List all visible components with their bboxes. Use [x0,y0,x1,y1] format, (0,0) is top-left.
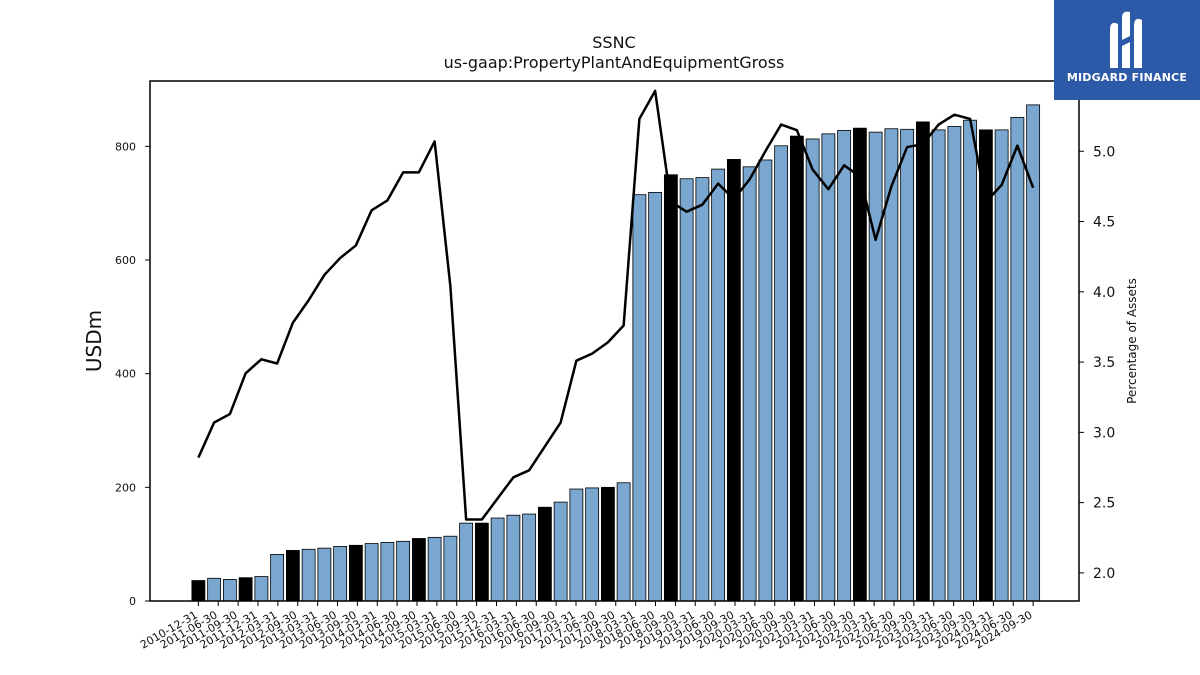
bar [380,542,395,602]
bar [270,554,285,602]
bar [301,548,316,602]
line-series [197,89,1035,521]
bar [222,579,237,602]
bar [522,513,537,602]
bar [663,174,678,602]
midgard-logo-icon [1110,11,1142,69]
brand-name: MIDGARD FINANCE [1066,71,1188,84]
bar [837,130,852,602]
y-tick-label: 0 [129,595,136,608]
bar [427,536,442,602]
bar [789,135,804,602]
bar [931,129,946,602]
y2-tick-label: 4.0 [1093,285,1115,301]
bar [474,522,489,602]
bar [191,580,206,602]
bar [695,177,710,602]
bar [632,194,647,602]
plot-frame [149,80,1080,602]
bar [900,128,915,602]
bar [679,178,694,602]
y-tick-label: 800 [115,140,136,153]
bar [947,126,962,602]
y2-tick-label: 4.5 [1093,215,1115,231]
y-tick-label: 400 [115,368,136,381]
bar [758,159,773,602]
bar [821,133,836,602]
y-axis-label: USDm [82,310,106,372]
bar-series [191,104,1041,602]
bar [459,522,474,602]
y-axis-left: 0 200 400 600 800 [115,140,150,608]
bar [411,538,426,602]
bar [396,540,411,602]
bar [616,482,631,602]
y-tick-label: 600 [115,254,136,267]
bar [994,129,1009,602]
bar [333,546,348,602]
bar [1026,104,1041,602]
bar [569,488,584,602]
bar [585,487,600,602]
bar [490,517,505,602]
bar [726,159,741,602]
bar [805,138,820,602]
bar [443,535,458,602]
bar [553,501,568,602]
y2-axis-label: Percentage of Assets [1125,278,1139,404]
y2-tick-label: 5.0 [1093,144,1115,160]
chart-title: SSNC [592,33,635,52]
bar [238,577,253,602]
x-axis: 2010-12-312011-06-302011-09-302011-12-31… [138,601,1035,652]
bar [868,131,883,602]
bar [348,544,363,602]
bar [285,550,300,602]
bar [1010,116,1025,602]
bar [207,577,222,602]
y2-tick-label: 2.5 [1093,496,1115,512]
bar [774,145,789,602]
bar [364,543,379,602]
bar [254,576,269,602]
bar [600,486,615,602]
bar [963,119,978,602]
bar [915,121,930,602]
line-path [197,89,1035,521]
bar [506,514,521,602]
bar [742,166,757,602]
chart-subtitle: us-gaap:PropertyPlantAndEquipmentGross [444,53,785,72]
y-axis-right: 2.0 2.5 3.0 3.5 4.0 4.5 5.0 [1079,144,1115,582]
y2-tick-label: 2.0 [1093,566,1115,582]
bar [648,191,663,602]
y2-tick-label: 3.5 [1093,355,1115,371]
y-tick-label: 200 [115,481,136,494]
bar [711,168,726,602]
brand-logo: MIDGARD FINANCE [1054,0,1200,100]
bar [317,547,332,602]
bar [537,506,552,602]
y2-tick-label: 3.0 [1093,425,1115,441]
